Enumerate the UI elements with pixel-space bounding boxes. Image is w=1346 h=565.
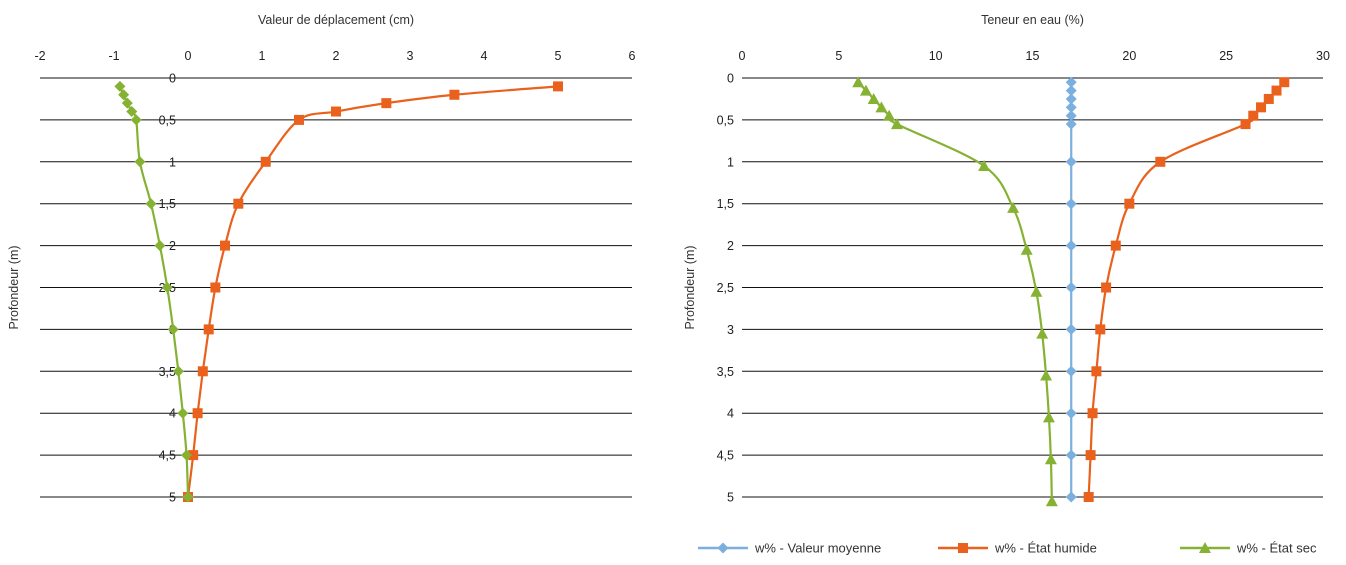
data-point [294,115,304,125]
x-tick-labels: 0 5 10 15 20 25 30 [739,49,1330,63]
series-1 [1066,77,1077,503]
data-point [193,408,203,418]
series-2 [1084,77,1290,502]
data-point [154,240,165,251]
series-3 [852,76,1058,506]
legend-label: w% - Valeur moyenne [754,541,881,556]
data-point [1066,282,1077,293]
data-point [1124,199,1134,209]
legend: w% - Valeur moyenne w% - État humide w% - … [698,541,1317,556]
x-tick-label: 4 [481,49,488,63]
series-line [858,82,1052,501]
data-point [233,199,243,209]
data-point [331,107,341,117]
y-tick-label: 0,5 [159,113,176,127]
data-point [1066,408,1077,419]
x-tick-label: 20 [1122,49,1136,63]
x-tick-label: 15 [1026,49,1040,63]
data-point [1091,366,1101,376]
y-tick-label: 4 [727,407,734,421]
data-point [1111,241,1121,251]
y-tick-label: 1 [727,155,734,169]
y-tick-label: 1,5 [717,197,734,211]
data-point [381,98,391,108]
x-tick-label: 30 [1316,49,1330,63]
chart-1: Valeur de déplacement (cm) -2 -1 0 1 2 3 4 5 6 Pro… [7,13,636,505]
x-tick-labels: -2 -1 0 1 2 3 4 5 6 [34,49,635,63]
data-point [134,156,145,167]
data-point [198,366,208,376]
data-point [210,283,220,293]
data-point [1066,492,1077,503]
series-line [188,86,558,497]
legend-marker [958,543,968,553]
x-tick-label: 5 [835,49,842,63]
data-point [1084,492,1094,502]
x-tick-label: 0 [185,49,192,63]
legend-marker [718,543,729,554]
gridlines [742,78,1323,497]
x-axis-title: Valeur de déplacement (cm) [258,13,414,27]
y-tick-label: 1,5 [159,197,176,211]
data-point [449,90,459,100]
data-point [1155,157,1165,167]
x-tick-label: 10 [929,49,943,63]
x-tick-label: 1 [259,49,266,63]
data-point [1088,408,1098,418]
y-tick-label: 3,5 [717,365,734,379]
legend-label: w% - État sec [1236,541,1317,556]
x-tick-label: -2 [34,49,45,63]
series-line [120,86,188,497]
data-point [1101,283,1111,293]
x-tick-label: 2 [333,49,340,63]
y-tick-label: 3 [727,323,734,337]
x-tick-label: 3 [407,49,414,63]
x-tick-label: 0 [739,49,746,63]
data-point [1095,324,1105,334]
y-axis-title: Profondeur (m) [7,245,21,329]
data-point [1066,324,1077,335]
y-tick-labels: 0 0,5 1 1,5 2 2,5 3 3,5 4 4,5 5 [717,72,734,505]
y-tick-label: 0 [727,72,734,86]
x-tick-label: 25 [1219,49,1233,63]
y-tick-label: 5 [169,491,176,505]
data-point [1086,450,1096,460]
y-tick-label: 1 [169,155,176,169]
x-tick-label: 6 [629,49,636,63]
legend-label: w% - État humide [994,541,1097,556]
y-tick-label: 4 [169,407,176,421]
data-point [1241,119,1251,129]
y-tick-label: 5 [727,491,734,505]
y-tick-label: 2 [727,239,734,253]
x-tick-label: 5 [555,49,562,63]
gridlines [40,78,632,497]
data-point [220,241,230,251]
data-point [146,198,157,209]
x-tick-label: -1 [108,49,119,63]
series-1 [183,81,563,502]
y-tick-label: 2 [169,239,176,253]
y-axis-title: Profondeur (m) [683,245,697,329]
data-point [1066,450,1077,461]
y-tick-label: 4,5 [717,449,734,463]
y-tick-label: 0 [169,72,176,86]
data-point [1066,366,1077,377]
x-axis-title: Teneur en eau (%) [981,13,1084,27]
data-point [1066,198,1077,209]
series-line [1089,82,1285,497]
data-point [1066,240,1077,251]
data-point [1066,156,1077,167]
data-point [261,157,271,167]
data-point [204,324,214,334]
y-tick-label: 4,5 [159,449,176,463]
data-point [553,81,563,91]
y-tick-label: 2,5 [717,281,734,295]
data-point [177,408,188,419]
y-tick-label: 0,5 [717,113,734,127]
series-2 [114,81,193,503]
